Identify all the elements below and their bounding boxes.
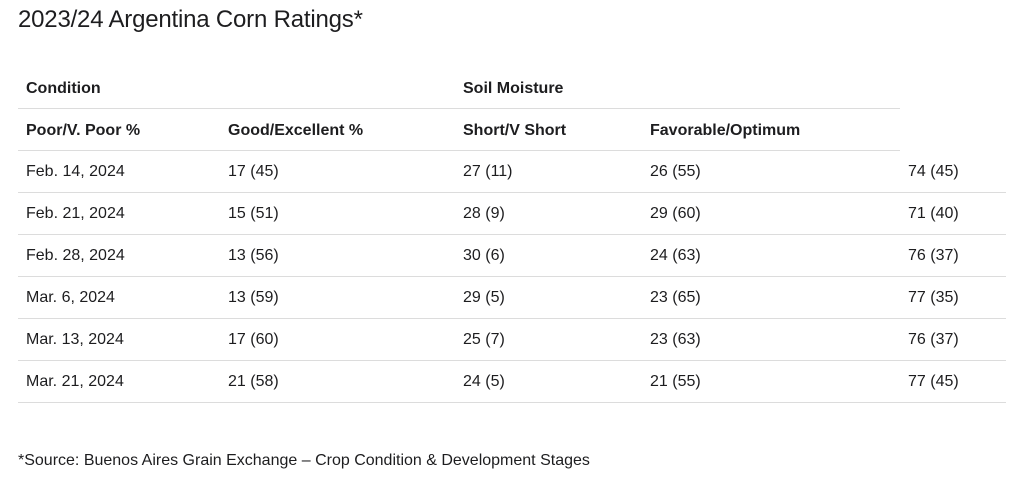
table-cell: Mar. 13, 2024 xyxy=(26,331,124,348)
table-cell: 26 (55) xyxy=(650,163,701,180)
column-header-favorable: Favorable/Optimum xyxy=(650,122,801,139)
column-header-good-excellent: Good/Excellent % xyxy=(228,122,364,139)
table-cell: 28 (9) xyxy=(463,205,505,222)
table-row: Mar. 13, 2024 17 (60) 25 (7) 23 (63) 76 … xyxy=(18,319,1006,361)
group-header-soil-moisture: Soil Moisture xyxy=(463,80,564,97)
source-footnote: *Source: Buenos Aires Grain Exchange – C… xyxy=(18,452,590,469)
table-cell: 71 (40) xyxy=(908,205,959,222)
table-cell: 23 (65) xyxy=(650,289,701,306)
table-cell: 25 (7) xyxy=(463,331,505,348)
table-cell: 77 (35) xyxy=(908,289,959,306)
column-header-row: Poor/V. Poor % Good/Excellent % Short/V … xyxy=(18,109,900,151)
table-cell: 27 (11) xyxy=(463,163,513,180)
column-header-short: Short/V Short xyxy=(463,122,567,139)
table-cell: 76 (37) xyxy=(908,247,959,264)
table-cell: 30 (6) xyxy=(463,247,505,264)
table-cell: 76 (37) xyxy=(908,331,959,348)
table-cell: 17 (60) xyxy=(228,331,279,348)
table-row: Mar. 21, 2024 21 (58) 24 (5) 21 (55) 77 … xyxy=(18,361,1006,403)
group-header-row: Condition Soil Moisture xyxy=(18,67,900,109)
table-cell: Feb. 14, 2024 xyxy=(26,163,125,180)
table-row: Mar. 6, 2024 13 (59) 29 (5) 23 (65) 77 (… xyxy=(18,277,1006,319)
table-cell: 23 (63) xyxy=(650,331,701,348)
table-cell: 17 (45) xyxy=(228,163,279,180)
table-cell: Feb. 21, 2024 xyxy=(26,205,125,222)
page-title: 2023/24 Argentina Corn Ratings* xyxy=(18,6,363,33)
table-cell: Feb. 28, 2024 xyxy=(26,247,125,264)
table-row: Feb. 21, 2024 15 (51) 28 (9) 29 (60) 71 … xyxy=(18,193,1006,235)
table-cell: 21 (58) xyxy=(228,373,279,390)
table-row: Feb. 14, 2024 17 (45) 27 (11) 26 (55) 74… xyxy=(18,151,1006,193)
table-cell: 24 (63) xyxy=(650,247,701,264)
table-cell: 74 (45) xyxy=(908,163,959,180)
corn-ratings-table: Condition Soil Moisture Poor/V. Poor % G… xyxy=(18,67,1006,403)
table-cell: 21 (55) xyxy=(650,373,701,390)
table-cell: 77 (45) xyxy=(908,373,959,390)
table-cell: 13 (59) xyxy=(228,289,279,306)
table-cell: 15 (51) xyxy=(228,205,279,222)
table-row: Feb. 28, 2024 13 (56) 30 (6) 24 (63) 76 … xyxy=(18,235,1006,277)
table-cell: 29 (60) xyxy=(650,205,701,222)
column-header-poor: Poor/V. Poor % xyxy=(26,122,141,139)
table-cell: 13 (56) xyxy=(228,247,279,264)
table-cell: Mar. 21, 2024 xyxy=(26,373,124,390)
group-header-condition: Condition xyxy=(26,80,101,97)
table-cell: Mar. 6, 2024 xyxy=(26,289,115,306)
table-cell: 24 (5) xyxy=(463,373,505,390)
table-cell: 29 (5) xyxy=(463,289,505,306)
